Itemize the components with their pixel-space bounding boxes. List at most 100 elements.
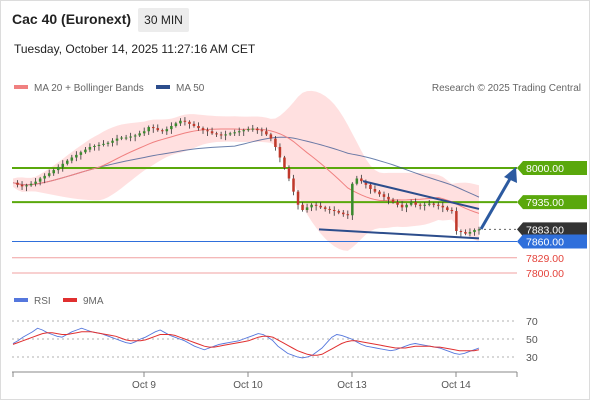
candle-body (228, 133, 232, 135)
bollinger-band-area (13, 90, 479, 251)
ma20-legend-label: MA 20 + Bollinger Bands (34, 83, 144, 94)
candle-body (274, 138, 277, 147)
candle-body (79, 152, 83, 155)
x-axis-ticks: Oct 9 Oct 10 Oct 13 Oct 14 (132, 372, 471, 391)
candle-body (437, 204, 440, 206)
timeframe-button[interactable]: 30 MIN (138, 8, 189, 32)
candle-body (360, 178, 363, 182)
level-label: 8000.00 (526, 163, 564, 175)
candle-body (115, 138, 119, 141)
forecast-arrow-shaft (479, 176, 513, 230)
rsi-legend-swatch (14, 298, 28, 302)
candle-body (446, 207, 449, 210)
candle-body (237, 131, 241, 133)
candle-body (156, 128, 160, 131)
ma20-legend-swatch (14, 85, 28, 89)
candle-body (29, 183, 33, 186)
candle-body (124, 137, 128, 139)
x-tick-label: Oct 10 (233, 380, 263, 391)
candle-body (138, 133, 141, 136)
candle-body (151, 127, 155, 129)
candle-body (369, 184, 372, 189)
candle-body (66, 160, 69, 164)
level-label: 7935.00 (526, 197, 564, 209)
x-tick-label: Oct 13 (337, 380, 367, 391)
candle-body (210, 131, 214, 134)
candle-body (52, 170, 55, 174)
candle-body (20, 184, 24, 187)
candle-body (201, 128, 205, 131)
rsi-tick-label: 30 (526, 352, 538, 364)
candle-body (111, 140, 114, 143)
candle-body (242, 130, 245, 132)
candle-body (473, 229, 476, 233)
candle-body (464, 232, 467, 234)
candle-body (382, 194, 386, 197)
candle-body (409, 202, 413, 205)
candle-body (292, 178, 295, 192)
datetime-label: Tuesday, October 14, 2025 11:27:16 AM CE… (14, 42, 256, 56)
candle-body (396, 202, 399, 205)
ma50-legend-label: MA 50 (176, 83, 205, 94)
candle-body (418, 204, 422, 206)
candle-body (188, 121, 191, 124)
candle-body (296, 191, 300, 205)
level-label-box (517, 161, 587, 175)
level-label: 7860.00 (526, 237, 564, 249)
candle-body (183, 120, 187, 122)
instrument-title: Cac 40 (Euronext) (12, 11, 132, 27)
candle-body (206, 130, 209, 132)
candle-body (43, 175, 46, 179)
candle-body (133, 135, 137, 137)
rsi-ma-legend-swatch (63, 298, 77, 302)
candle-body (38, 178, 42, 182)
candle-body (161, 130, 164, 132)
candle-body (405, 204, 408, 208)
rsi-panel: 70 50 30 (12, 316, 538, 364)
candle-body (93, 145, 96, 147)
candle-body (129, 136, 132, 138)
candle-body (174, 123, 178, 126)
candle-body (192, 123, 196, 126)
candle-body (342, 212, 345, 215)
candle-body (391, 199, 395, 203)
ma50-legend-swatch (156, 85, 170, 89)
falling-trendline (362, 180, 480, 210)
trend-annotations (318, 167, 517, 240)
candle-body (170, 126, 173, 130)
candle-body (455, 211, 458, 231)
candle-body (373, 189, 377, 192)
level-label: 7883.00 (526, 224, 564, 236)
candle-body (328, 208, 331, 210)
candle-body (147, 127, 150, 132)
x-tick-label: Oct 9 (132, 380, 156, 391)
candle-body (450, 210, 454, 212)
candle-body (364, 181, 368, 185)
level-label-box (517, 222, 587, 237)
candle-body (102, 143, 105, 145)
candle-body (414, 202, 417, 205)
candle-body (314, 204, 318, 206)
rsi-tick-label: 70 (526, 316, 538, 328)
candle-body (265, 131, 268, 135)
candle-body (351, 183, 354, 216)
candle-body (337, 211, 341, 213)
x-tick-label: Oct 14 (441, 380, 471, 391)
candle-body (34, 181, 37, 184)
candle-body (47, 173, 51, 176)
candle-body (233, 132, 236, 134)
ma20-line (12, 128, 480, 214)
candle-body (477, 229, 481, 231)
candle-body (459, 231, 463, 233)
candle-body (423, 204, 426, 206)
candle-body (260, 130, 264, 132)
candle-body (120, 137, 123, 139)
candle-body (16, 182, 19, 185)
level-label: 7829.00 (526, 253, 564, 265)
candle-body (165, 129, 169, 132)
candle-body (378, 191, 381, 195)
rsi-line (12, 327, 480, 359)
candle-body (468, 232, 472, 234)
